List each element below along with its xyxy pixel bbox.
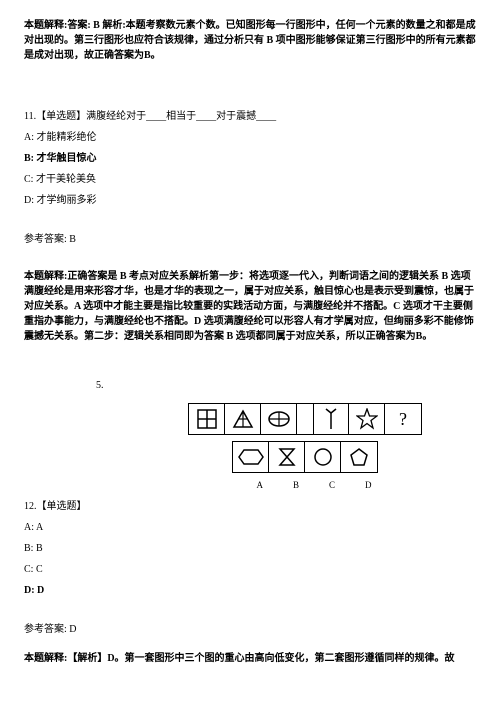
q12-option-b: B: B: [24, 541, 476, 556]
ans-label-c: C: [329, 479, 335, 493]
figure-label: 5.: [96, 378, 476, 393]
cell-triangle: [225, 404, 261, 434]
q12-explanation: 本题解释:【解析】D。第一套图形中三个图的重心由高向低变化，第二套图形遵循同样的…: [24, 651, 476, 666]
figure-top-row: ?: [188, 403, 422, 435]
q12-ref-answer: 参考答案: D: [24, 622, 476, 637]
q10-explanation: 本题解释:答案: B 解析:本题考察数元素个数。已知图形每一行图形中，任何一个元…: [24, 18, 476, 63]
cell-fork: [313, 404, 349, 434]
q11-option-d: D: 才学绚丽多彩: [24, 193, 476, 208]
cell-star: [349, 404, 385, 434]
q11-explanation: 本题解释:正确答案是 B 考点对应关系解析第一步：将选项逐一代入，判断词语之间的…: [24, 269, 476, 344]
figure-bottom-row: [232, 441, 378, 473]
q12-option-d: D: D: [24, 583, 476, 598]
cell-hourglass: [269, 442, 305, 472]
cell-ellipse: [261, 404, 297, 434]
q11-ref-answer: 参考答案: B: [24, 232, 476, 247]
q12-option-c: C: C: [24, 562, 476, 577]
q11-stem: 11.【单选题】满腹经纶对于____相当于____对于震撼____: [24, 109, 476, 124]
q12-stem: 12.【单选题】: [24, 499, 476, 514]
figure-container: ? A B C D: [134, 403, 476, 493]
q11-option-a: A: 才能精彩绝伦: [24, 130, 476, 145]
cell-hexagon: [233, 442, 269, 472]
q11-option-c: C: 才干美轮美奂: [24, 172, 476, 187]
cell-grid-square: [189, 404, 225, 434]
cell-gap: [297, 404, 313, 434]
cell-question: ?: [385, 404, 421, 434]
figure-answer-labels: A B C D: [256, 479, 371, 493]
ans-label-d: D: [365, 479, 372, 493]
cell-pentagon: [341, 442, 377, 472]
ans-label-a: A: [256, 479, 263, 493]
cell-circle: [305, 442, 341, 472]
q12-option-a: A: A: [24, 520, 476, 535]
q11-option-b: B: 才华触目惊心: [24, 151, 476, 166]
ans-label-b: B: [293, 479, 299, 493]
